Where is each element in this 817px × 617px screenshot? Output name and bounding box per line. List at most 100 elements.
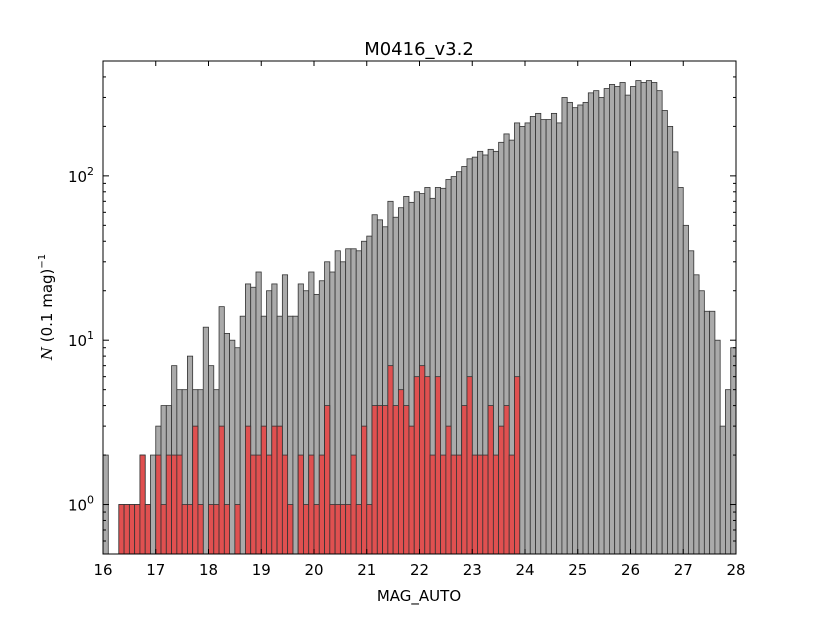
y-axis-label-symbol: N (38, 346, 56, 361)
bar-selected (498, 425, 505, 555)
bar-selected (392, 405, 399, 555)
bar-selected (266, 454, 273, 555)
bar-selected (250, 454, 257, 555)
bar-all (202, 326, 209, 555)
y-tick-label: 100 (68, 494, 94, 515)
bar-selected (339, 504, 347, 555)
bar-all (603, 88, 610, 555)
bar-selected (466, 376, 473, 555)
bar-selected (508, 454, 515, 555)
bar-all (529, 116, 536, 555)
x-tick-label: 25 (568, 561, 587, 579)
bar-selected (382, 405, 389, 555)
bar-all (524, 122, 531, 555)
bar-all (688, 250, 695, 555)
bar-all (651, 82, 658, 555)
bar-selected (318, 454, 325, 555)
bar-selected (350, 454, 357, 555)
bar-selected (403, 405, 410, 555)
bar-selected (276, 425, 283, 555)
bar-selected (260, 425, 267, 555)
x-tick-label: 28 (726, 561, 745, 579)
bar-all (640, 82, 647, 555)
bar-selected (308, 454, 315, 555)
bar-selected (440, 454, 447, 555)
x-tick-label: 18 (199, 561, 218, 579)
y-axis-label-text: (0.1 mag) (38, 269, 56, 347)
bar-selected (434, 376, 442, 555)
axis-ticks (102, 60, 737, 555)
bar-selected (255, 454, 262, 555)
bar-selected (324, 405, 331, 555)
bar-selected (445, 425, 452, 555)
bar-selected (303, 504, 310, 555)
bar-all (609, 84, 616, 555)
bar-selected (297, 454, 304, 555)
bar-selected (123, 504, 130, 555)
bar-all (703, 310, 711, 555)
bar-selected (503, 405, 510, 555)
bar-selected (361, 425, 368, 555)
bar-selected (387, 365, 394, 555)
bar-all (677, 187, 684, 555)
bar-all (624, 94, 631, 555)
bar-selected (118, 504, 125, 555)
bar-all (667, 125, 674, 555)
bar-all (614, 86, 621, 555)
bar-selected (181, 504, 188, 555)
bar-selected (450, 454, 457, 555)
bar-selected (197, 504, 204, 555)
bar-selected (245, 425, 252, 555)
bar-selected (408, 425, 415, 555)
bar-all (714, 339, 721, 555)
bar-all (582, 101, 589, 555)
bar-selected (281, 454, 289, 555)
bar-selected (492, 454, 500, 555)
bar-selected (413, 376, 420, 555)
bar-all (709, 310, 716, 555)
bar-selected (176, 454, 183, 555)
bar-all (587, 92, 594, 555)
x-tick-label: 26 (621, 561, 640, 579)
bar-selected (171, 454, 178, 555)
bar-all (645, 80, 653, 555)
bar-selected (456, 454, 463, 555)
bar-selected (213, 504, 220, 555)
bar-selected (329, 504, 336, 555)
bar-all (619, 82, 626, 555)
y-tick-label: 101 (68, 329, 94, 350)
bar-selected (345, 504, 352, 555)
bar-selected (461, 405, 468, 555)
bar-selected (144, 504, 151, 555)
x-tick-label: 27 (674, 561, 693, 579)
bar-selected (208, 504, 215, 555)
bar-selected (376, 405, 383, 555)
x-tick-label: 17 (146, 561, 165, 579)
bar-all (561, 97, 568, 555)
x-tick-label: 19 (252, 561, 271, 579)
bar-all (545, 119, 552, 555)
x-tick-label: 20 (304, 561, 323, 579)
bar-all (239, 315, 246, 555)
bar-selected (223, 504, 230, 555)
bar-selected (397, 389, 405, 555)
x-tick-label: 21 (357, 561, 376, 579)
bar-all (656, 90, 663, 555)
bar-selected (287, 504, 294, 555)
x-tick-label: 23 (463, 561, 482, 579)
bar-selected (234, 504, 241, 555)
bar-all (572, 107, 579, 555)
bar-selected (271, 425, 278, 555)
bar-selected (514, 376, 521, 555)
bar-selected (471, 454, 478, 555)
x-tick-label: 16 (93, 561, 112, 579)
bar-selected (487, 405, 494, 555)
bar-selected (160, 504, 167, 555)
bar-selected (139, 454, 146, 555)
bar-all (566, 101, 573, 555)
bar-all (292, 315, 299, 555)
bar-all (593, 90, 600, 555)
y-axis-label-exponent: −1 (37, 254, 48, 269)
bar-selected (218, 425, 225, 555)
